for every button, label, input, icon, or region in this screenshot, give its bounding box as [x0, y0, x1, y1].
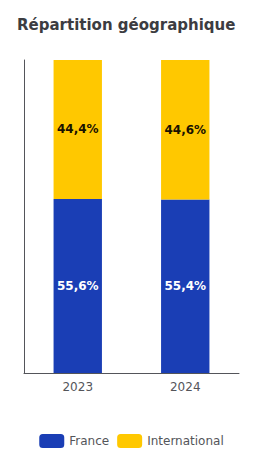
svg-text:2023: 2023 [62, 380, 93, 394]
svg-text:France: France [69, 434, 109, 448]
svg-text:44,4%: 44,4% [57, 122, 99, 136]
svg-text:55,6%: 55,6% [57, 279, 99, 293]
svg-text:Répartition géographique: Répartition géographique [17, 16, 235, 34]
svg-text:44,6%: 44,6% [164, 123, 206, 137]
svg-text:55,4%: 55,4% [164, 279, 206, 293]
svg-text:2024: 2024 [170, 380, 201, 394]
svg-text:International: International [147, 434, 224, 448]
